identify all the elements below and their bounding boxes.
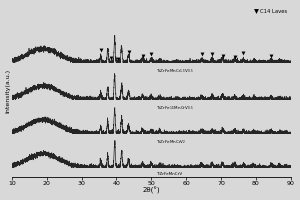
Legend: C14 Laves: C14 Laves (254, 8, 288, 14)
Y-axis label: Intensity(a.u.): Intensity(a.u.) (6, 69, 10, 113)
Text: TiZrFeMnCrV$_2$: TiZrFeMnCrV$_2$ (156, 138, 187, 146)
Text: TiZrFe$_{1.5}$MnCrV$_{0.5}$: TiZrFe$_{1.5}$MnCrV$_{0.5}$ (156, 104, 194, 112)
X-axis label: 2θ(°): 2θ(°) (142, 187, 160, 194)
Text: TiZrFeMnCr$_{1.5}$V$_{0.5}$: TiZrFeMnCr$_{1.5}$V$_{0.5}$ (156, 67, 194, 75)
Text: TiZrFeMnCrV: TiZrFeMnCrV (156, 172, 183, 176)
